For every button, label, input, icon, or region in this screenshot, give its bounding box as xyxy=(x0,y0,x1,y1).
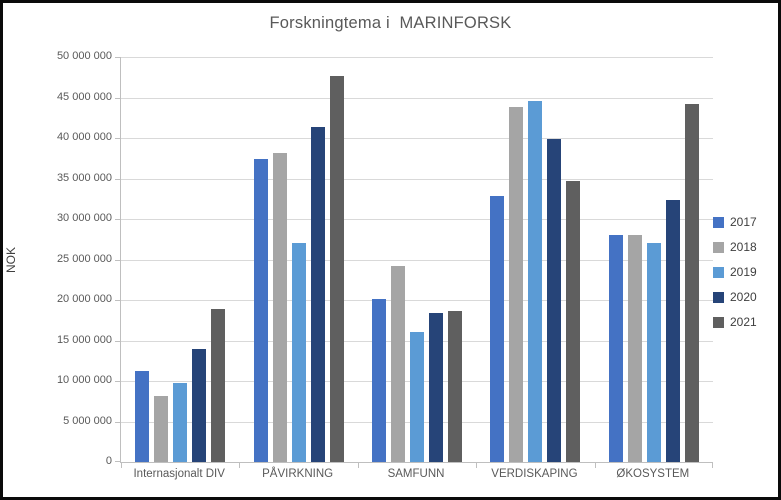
legend-label: 2020 xyxy=(730,290,757,304)
y-axis-tick xyxy=(115,461,120,462)
y-axis-tick xyxy=(115,138,120,139)
y-tick-label: 50 000 000 xyxy=(56,50,112,62)
legend-item-2021: 2021 xyxy=(713,315,757,329)
bar-2019-ØKOSYSTEM xyxy=(646,242,661,462)
legend-label: 2018 xyxy=(730,240,757,254)
gridline xyxy=(121,138,713,139)
x-category-label: Internasjonalt DIV xyxy=(133,468,225,480)
bar-2017-PÅVIRKNING xyxy=(253,159,268,462)
y-axis-tick xyxy=(115,381,120,382)
bar-2020-Internasjonalt DIV xyxy=(192,349,207,462)
y-axis-tick xyxy=(115,300,120,301)
y-tick-label: 20 000 000 xyxy=(56,293,112,305)
chart-title: Forskningtema i MARINFORSK xyxy=(269,14,512,32)
gridline xyxy=(121,300,713,301)
legend-swatch-icon xyxy=(713,291,724,303)
x-category-label: PÅVIRKNING xyxy=(262,468,334,480)
y-tick-label: 25 000 000 xyxy=(56,252,112,265)
legend: 2017 2018 2019 2020 2021 xyxy=(713,215,757,341)
bar-2021-PÅVIRKNING xyxy=(329,76,344,462)
x-category-label: SAMFUNN xyxy=(387,468,445,480)
legend-item-2017: 2017 xyxy=(713,215,757,229)
legend-label: 2021 xyxy=(730,315,757,329)
bar-2018-Internasjonalt DIV xyxy=(154,396,169,462)
bar-2017-ØKOSYSTEM xyxy=(608,235,623,462)
bar-2017-Internasjonalt DIV xyxy=(135,371,150,462)
y-axis-tick xyxy=(115,178,120,180)
legend-item-2020: 2020 xyxy=(713,290,757,304)
x-axis-tick xyxy=(712,463,713,468)
bar-2021-ØKOSYSTEM xyxy=(684,103,699,462)
bar-2020-VERDISKAPING xyxy=(547,138,562,462)
x-axis-tick xyxy=(476,463,478,468)
bar-2018-ØKOSYSTEM xyxy=(627,235,642,462)
x-axis-tick xyxy=(121,463,122,468)
y-tick-label: 40 000 000 xyxy=(56,131,112,143)
legend-item-2019: 2019 xyxy=(713,265,757,279)
legend-swatch-icon xyxy=(713,266,724,278)
gridline xyxy=(121,259,713,261)
y-axis-tick xyxy=(115,259,120,261)
y-tick-label: 5 000 000 xyxy=(63,414,112,427)
y-axis-tick xyxy=(115,57,120,58)
legend-swatch-icon xyxy=(713,316,724,328)
plot-area xyxy=(115,57,713,468)
y-tick-label: 10 000 000 xyxy=(56,374,112,386)
y-tick-label: 0 xyxy=(105,455,112,467)
x-category-label: VERDISKAPING xyxy=(491,468,578,480)
bar-2019-SAMFUNN xyxy=(410,331,424,462)
bar-2021-Internasjonalt DIV xyxy=(211,308,226,462)
bar-2019-PÅVIRKNING xyxy=(291,242,306,462)
gridline xyxy=(121,219,713,220)
y-axis-tick xyxy=(115,97,120,99)
bar-2017-VERDISKAPING xyxy=(490,195,505,462)
gridline xyxy=(121,97,713,99)
x-axis-labels: Internasjonalt DIV PÅVIRKNING SAMFUNN VERDI… xyxy=(120,468,712,480)
bar-2019-VERDISKAPING xyxy=(528,100,543,462)
bar-2018-SAMFUNN xyxy=(391,265,405,462)
y-axis-tick xyxy=(115,340,120,342)
x-category-label: ØKOSYSTEM xyxy=(616,468,690,480)
gridline xyxy=(121,178,713,180)
legend-item-2018: 2018 xyxy=(713,240,757,254)
x-axis-tick xyxy=(357,463,359,468)
y-tick-label: 35 000 000 xyxy=(56,171,112,184)
x-axis-tick xyxy=(594,463,596,468)
bar-2021-VERDISKAPING xyxy=(566,180,581,462)
legend-label: 2017 xyxy=(730,215,757,229)
legend-swatch-icon xyxy=(713,241,724,253)
bar-2017-SAMFUNN xyxy=(372,299,386,462)
y-tick-label: 30 000 000 xyxy=(56,212,112,224)
legend-swatch-icon xyxy=(713,216,724,228)
bar-2020-SAMFUNN xyxy=(429,312,443,462)
bar-2018-VERDISKAPING xyxy=(509,107,524,462)
y-axis-tick xyxy=(115,421,120,423)
bar-2021-SAMFUNN xyxy=(448,310,462,462)
y-axis-tick xyxy=(115,219,120,220)
gridline xyxy=(121,57,713,58)
bar-2018-PÅVIRKNING xyxy=(272,152,287,462)
x-axis-tick xyxy=(239,463,241,468)
bar-2019-Internasjonalt DIV xyxy=(173,382,188,462)
y-tick-label: 45 000 000 xyxy=(56,90,112,103)
legend-label: 2019 xyxy=(730,265,757,279)
bar-2020-PÅVIRKNING xyxy=(310,127,325,462)
y-tick-label: 15 000 000 xyxy=(56,333,112,346)
bar-2020-ØKOSYSTEM xyxy=(665,199,680,462)
